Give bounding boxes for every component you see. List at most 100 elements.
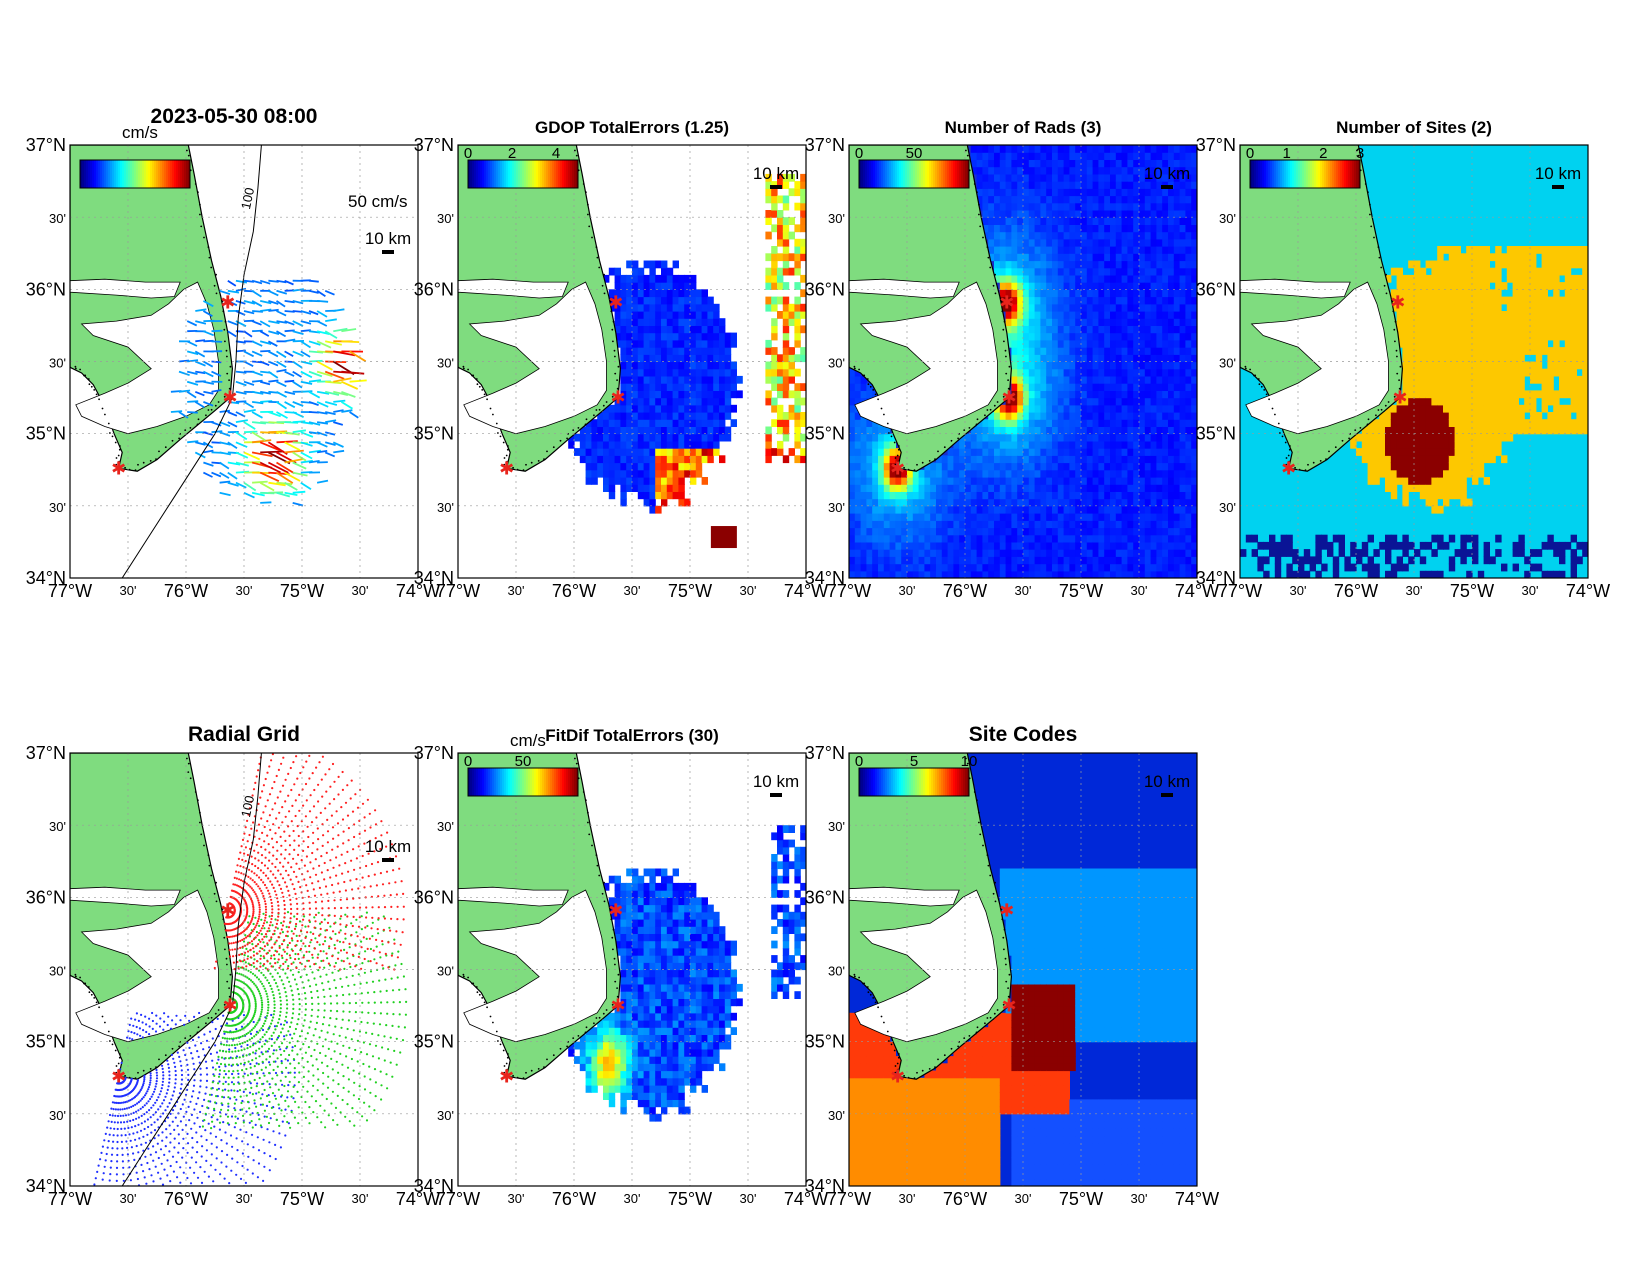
grid-cell	[976, 498, 983, 507]
grid-cell	[765, 390, 772, 399]
grid-cell	[970, 159, 978, 168]
grid-cell	[1092, 534, 1099, 543]
vector-arrow	[333, 327, 348, 333]
coast-dot	[584, 423, 587, 426]
grid-cell	[649, 296, 656, 305]
grid-cell	[907, 549, 914, 557]
grid-cell	[912, 556, 920, 565]
grid-cell	[678, 477, 685, 485]
coast-dot	[118, 460, 120, 463]
grid-cell	[765, 368, 772, 377]
grid-cell	[1040, 145, 1047, 153]
grid-cell	[889, 570, 896, 578]
grid-cell	[1028, 145, 1036, 153]
grid-cell	[1104, 188, 1111, 197]
coast-dot	[559, 439, 562, 442]
grid-cell	[1092, 260, 1099, 269]
grid-cell	[1081, 303, 1088, 312]
coast-dot	[896, 454, 899, 457]
grid-cell	[1139, 505, 1146, 514]
coast-dot	[483, 393, 486, 396]
grid-cell	[872, 541, 879, 550]
grid-cell	[1110, 390, 1117, 399]
grid-cell	[1197, 188, 1203, 196]
grid-cell	[872, 426, 879, 435]
grid-cell	[976, 173, 983, 182]
grid-cell	[1086, 181, 1094, 189]
grid-cell	[1005, 188, 1012, 197]
grid-cell	[1162, 145, 1169, 153]
grid-cell	[970, 433, 978, 442]
grid-cell	[1098, 419, 1105, 427]
colorbar-swatch	[152, 160, 155, 188]
grid-cell	[1017, 390, 1024, 399]
grid-cell	[1156, 556, 1163, 565]
grid-cell	[1156, 318, 1163, 326]
grid-cell	[1069, 347, 1076, 355]
grid-cell	[1028, 541, 1036, 550]
grid-cell	[907, 570, 914, 578]
grid-cell	[1185, 462, 1192, 471]
vector-arrow	[227, 421, 238, 428]
grid-cell	[1292, 549, 1299, 557]
colorbar-swatch	[484, 160, 487, 188]
grid-cell	[1040, 217, 1047, 225]
grid-cell	[1173, 325, 1181, 334]
vector-arrow	[260, 300, 272, 305]
grid-cell	[947, 469, 954, 478]
grid-cell	[883, 563, 891, 572]
grid-cell	[690, 404, 697, 413]
grid-cell	[643, 440, 650, 449]
grid-cell	[666, 462, 674, 471]
grid-cell	[1191, 404, 1197, 413]
coast-dot	[585, 418, 588, 421]
grid-cell	[866, 455, 873, 464]
grid-cell	[1040, 274, 1047, 283]
grid-cell	[965, 462, 972, 471]
grid-cell	[1028, 484, 1036, 492]
grid-cell	[1185, 303, 1192, 312]
grid-cell	[1028, 260, 1036, 269]
grid-cell	[1040, 246, 1047, 254]
vector-arrow	[187, 440, 199, 444]
grid-cell	[1075, 520, 1082, 529]
colorbar-swatch	[951, 160, 954, 188]
grid-cell	[1127, 289, 1134, 298]
grid-cell	[982, 426, 989, 435]
grid-cell	[912, 563, 920, 572]
grid-cell	[1069, 375, 1076, 384]
grid-cell	[999, 556, 1007, 565]
grid-cell	[1191, 231, 1197, 240]
vector-arrow	[251, 439, 272, 444]
grid-cell	[872, 549, 879, 557]
grid-cell	[626, 260, 633, 269]
grid-cell	[666, 383, 674, 391]
grid-cell	[1150, 390, 1157, 399]
grid-cell	[661, 404, 668, 413]
grid-cell	[678, 354, 685, 363]
grid-cell	[999, 289, 1007, 298]
grid-cell	[1052, 375, 1059, 384]
grid-cell	[1156, 390, 1163, 399]
site-marker: ✱	[608, 292, 623, 312]
vector-arrow	[260, 501, 272, 504]
grid-cell	[1028, 477, 1036, 485]
grid-cell	[1063, 296, 1070, 305]
grid-cell	[690, 448, 697, 456]
grid-cell	[1040, 375, 1047, 384]
grid-cell	[672, 448, 679, 456]
grid-cell	[695, 412, 703, 420]
grid-cell	[1063, 477, 1070, 485]
grid-cell	[1057, 433, 1065, 442]
grid-cell	[608, 404, 616, 413]
grid-cell	[866, 541, 873, 550]
grid-cell	[889, 455, 896, 464]
grid-cell	[1168, 541, 1175, 550]
grid-cell	[678, 375, 685, 384]
grid-cell	[1168, 238, 1175, 247]
vector-arrow	[284, 350, 294, 357]
grid-cell	[860, 570, 867, 578]
grid-cell	[895, 541, 902, 550]
grid-cell	[666, 397, 674, 406]
grid-cell	[878, 556, 885, 565]
